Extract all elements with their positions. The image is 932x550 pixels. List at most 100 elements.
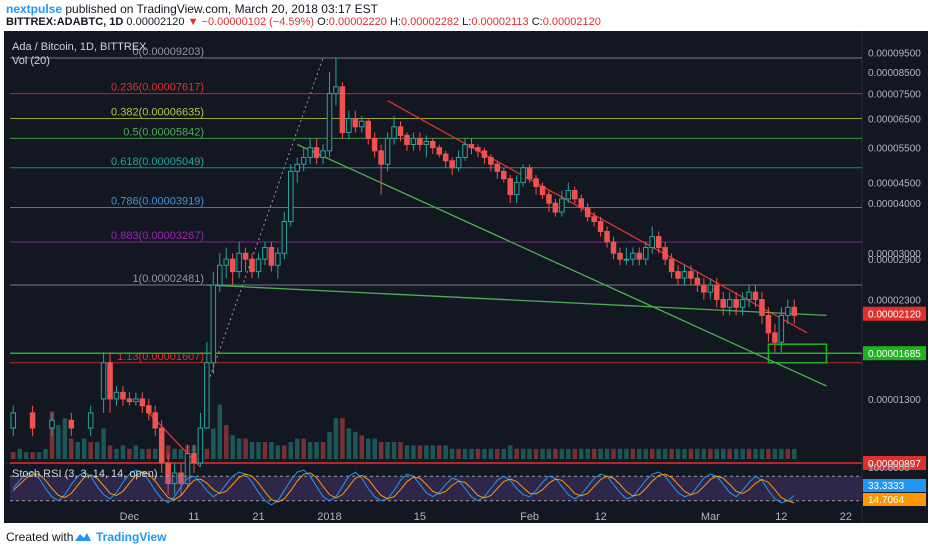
time-tick-label: 11 xyxy=(188,511,199,523)
stoch-axis-top: 100.0000 xyxy=(868,463,910,474)
candle-body xyxy=(520,167,526,184)
price-chart-svg[interactable]: 0(0.00009203) 0.236(0.00007617) 0.382(0.00… xyxy=(4,31,928,550)
candle-body xyxy=(430,140,436,149)
candle-body xyxy=(281,220,288,254)
close-value: 0.00002120 xyxy=(542,16,601,28)
stoch-rsi-pane: 100.0000 33.3333 14.7064 xyxy=(10,463,926,506)
price-badge: 0.00001685 xyxy=(868,349,921,360)
volume-bar xyxy=(269,442,274,459)
volume-bar xyxy=(288,442,294,459)
volume-bar xyxy=(572,448,578,459)
candle-body xyxy=(681,271,688,279)
volume-bar xyxy=(36,452,42,459)
candle-body xyxy=(759,299,765,316)
price-tick-label: 0.00003000 xyxy=(868,249,921,260)
volume-bar xyxy=(462,448,468,459)
volume-bar xyxy=(740,448,745,459)
candles xyxy=(10,58,797,495)
price-tick-label: 0.00005500 xyxy=(868,144,921,155)
candle-body xyxy=(649,236,655,249)
candle-body xyxy=(229,258,236,273)
volume-bar xyxy=(604,448,610,459)
price-badge-bg xyxy=(863,346,926,361)
candle-body xyxy=(442,153,449,162)
volume-bar xyxy=(591,448,597,459)
volume-bar xyxy=(520,448,526,459)
candle-body xyxy=(288,170,294,222)
candle-body xyxy=(662,247,668,260)
candle-body xyxy=(262,247,268,260)
volume-bar xyxy=(69,438,74,459)
candle-body xyxy=(720,299,726,308)
candle-body xyxy=(184,453,191,485)
candle-body xyxy=(158,427,165,464)
candle-body xyxy=(29,412,36,429)
candle-body xyxy=(701,284,707,293)
candle-body xyxy=(171,472,178,485)
candle-body xyxy=(733,299,739,308)
author-link[interactable]: nextpulse xyxy=(6,2,63,16)
symbol-label: BITTREX:ADABTC, 1D xyxy=(6,16,124,28)
volume-bar xyxy=(488,448,494,459)
open-label: O: xyxy=(317,16,329,28)
volume-bar xyxy=(107,445,113,459)
volume-bar xyxy=(23,452,29,459)
price-tick-label: 0.00002300 xyxy=(868,296,921,307)
price-tick-label: 0.00008500 xyxy=(868,68,921,79)
candle-body xyxy=(694,277,701,286)
candle-body xyxy=(397,126,404,136)
candle-body xyxy=(597,220,604,232)
fib-label: 1(0.00002481) xyxy=(132,273,204,285)
price-tick-label: 0.00004000 xyxy=(868,199,921,210)
volume-bar xyxy=(546,448,552,459)
candle-body xyxy=(778,314,785,343)
candle-body xyxy=(494,163,501,172)
candle-body xyxy=(178,472,184,485)
volume-bar xyxy=(62,418,68,459)
volume-bar xyxy=(540,448,545,459)
volume-bar xyxy=(43,448,48,459)
candle-body xyxy=(675,271,681,279)
candle-body xyxy=(146,405,152,414)
volume-bar xyxy=(101,428,106,459)
candle-body xyxy=(365,120,371,139)
candle-body xyxy=(204,362,210,429)
candle-body xyxy=(572,190,578,200)
candle-body xyxy=(410,137,417,146)
volume-bar xyxy=(307,442,313,459)
price-axis[interactable]: 0.00009500 0.00008500 0.00007500 0.00006500… xyxy=(863,31,928,550)
time-tick-label: 12 xyxy=(594,511,606,523)
candle-body xyxy=(501,170,507,180)
volume-bar xyxy=(81,438,87,459)
volume-bar xyxy=(378,442,384,459)
time-axis[interactable]: Dec 11 21 2018 15 Feb 12 Mar 12 22 xyxy=(120,511,852,523)
high-label: H: xyxy=(389,16,401,28)
candle-body xyxy=(526,167,533,180)
chart-area[interactable]: 0(0.00009203) 0.236(0.00007617) 0.382(0.00… xyxy=(4,31,928,550)
fib-label: 0.5(0.00005842) xyxy=(123,126,204,138)
volume-bar xyxy=(301,438,306,459)
trendline xyxy=(387,100,808,334)
time-tick-label: 12 xyxy=(775,511,787,523)
candle-body xyxy=(455,156,462,169)
chart-title: Ada / Bitcoin, 1D, BITTREX xyxy=(12,41,147,53)
chart-header: nextpulse published on TradingView.com, … xyxy=(0,0,932,30)
candle-body xyxy=(359,120,365,128)
time-tick-label: 15 xyxy=(414,511,426,523)
volume-bar xyxy=(475,448,481,459)
candle-body xyxy=(191,453,197,464)
volume-bar xyxy=(282,445,287,459)
tradingview-brand-link[interactable]: TradingView xyxy=(96,530,167,544)
candle-body xyxy=(533,178,539,188)
candle-body xyxy=(565,190,572,200)
candle-body xyxy=(10,412,16,429)
stoch-k-badge-bg xyxy=(863,479,926,492)
candle-body xyxy=(791,306,797,316)
volume-bar xyxy=(714,448,720,459)
candle-body xyxy=(643,247,649,260)
volume-bar xyxy=(411,445,416,459)
time-tick-label: Dec xyxy=(120,511,140,523)
volume-bar xyxy=(120,445,126,459)
volume-bar xyxy=(720,448,726,459)
price-badge-bg xyxy=(863,456,926,470)
